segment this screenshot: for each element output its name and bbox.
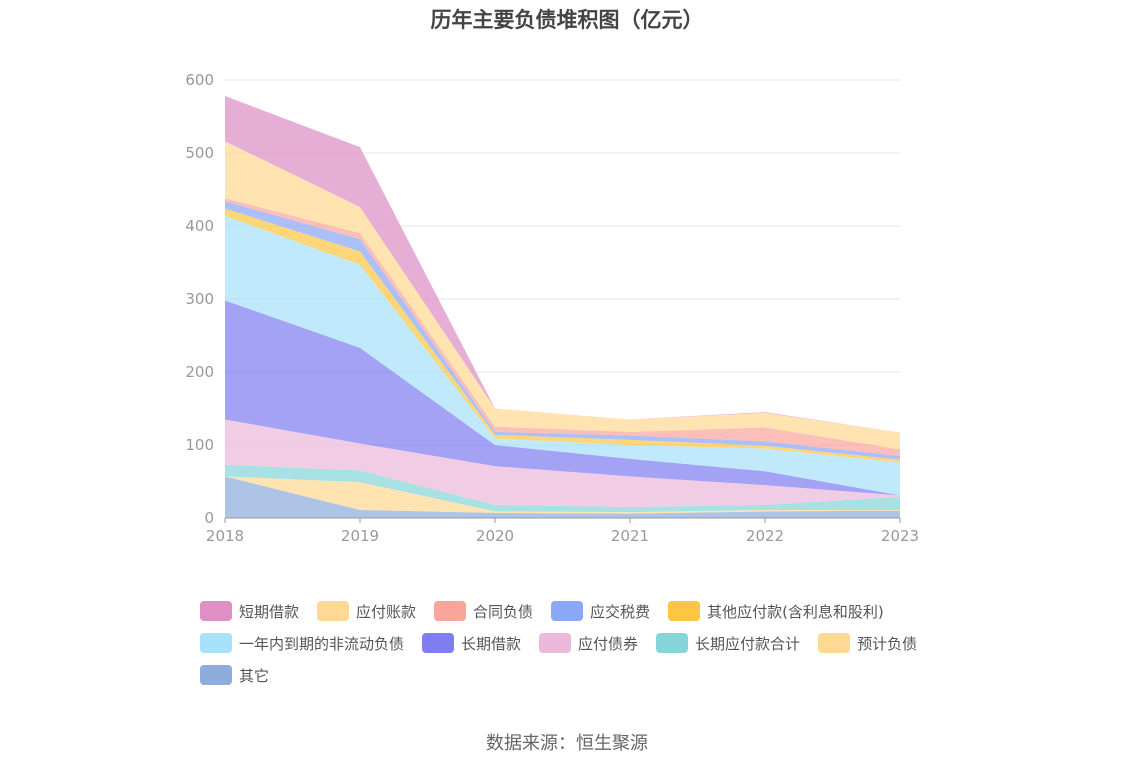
area-series-6 [225, 215, 900, 496]
stacked-area-chart: 0 100 200 300 400 500 600 2018 2019 2020 2021 2022 2… [185, 71, 919, 545]
area-series [225, 96, 900, 518]
chart-legend: 短期借款 应付账款 合同负债 应交税费 其他应付款(含利息和股利) 一年内到期的非流动负债… [200, 600, 960, 686]
legend-label: 其他应付款(含利息和股利) [707, 602, 884, 621]
legend-label: 一年内到期的非流动负债 [239, 634, 405, 653]
x-tick-label: 2019 [341, 527, 379, 545]
legend-item[interactable]: 应交税费 [551, 600, 650, 622]
legend-swatch [656, 633, 689, 653]
legend-swatch [317, 601, 350, 621]
x-tick-label: 2018 [206, 527, 244, 545]
area-series-5 [225, 208, 900, 463]
legend-label: 预计负债 [857, 634, 918, 653]
legend-label: 短期借款 [239, 602, 300, 621]
legend-label: 应交税费 [590, 602, 651, 621]
legend-item[interactable]: 预计负债 [818, 632, 917, 654]
y-tick-label: 0 [204, 509, 214, 527]
legend-item[interactable]: 短期借款 [200, 600, 299, 622]
legend-label: 应付账款 [356, 602, 417, 621]
legend-swatch [200, 665, 232, 685]
area-series-9 [225, 464, 900, 513]
area-series-7 [225, 300, 900, 496]
legend-swatch [200, 601, 232, 621]
legend-label: 应付债券 [578, 634, 639, 653]
legend-swatch [818, 633, 851, 653]
area-series-8 [225, 419, 900, 508]
area-series-11 [225, 476, 900, 518]
axes: 0 100 200 300 400 500 600 2018 2019 2020 2021 2022 2… [185, 71, 919, 545]
legend-item[interactable]: 长期应付款合计 [656, 632, 800, 654]
area-series-4 [225, 201, 900, 460]
legend-item[interactable]: 长期借款 [422, 632, 521, 654]
legend-label: 长期应付款合计 [695, 634, 801, 653]
y-tick-label: 500 [185, 144, 214, 162]
x-tick-label: 2020 [476, 527, 514, 545]
area-series-10 [225, 476, 900, 514]
legend-item[interactable]: 应付账款 [317, 600, 416, 622]
y-tick-label: 400 [185, 217, 214, 235]
y-tick-label: 100 [185, 436, 214, 454]
area-series-1 [225, 96, 900, 433]
legend-item[interactable]: 其他应付款(含利息和股利) [668, 600, 884, 622]
legend-item[interactable]: 应付债券 [539, 632, 638, 654]
legend-label: 长期借款 [461, 634, 522, 653]
legend-swatch [539, 633, 572, 653]
legend-item[interactable]: 合同负债 [434, 600, 533, 622]
y-tick-label: 600 [185, 71, 214, 89]
y-tick-label: 200 [185, 363, 214, 381]
legend-item[interactable]: 其它 [200, 664, 269, 686]
legend-swatch [422, 633, 455, 653]
data-source-note: 数据来源：恒生聚源 [486, 733, 648, 754]
x-tick-label: 2023 [881, 527, 919, 545]
legend-swatch [434, 601, 467, 621]
x-tick-label: 2022 [746, 527, 784, 545]
chart-title: 历年主要负债堆积图（亿元） [430, 8, 704, 32]
legend-label: 其它 [239, 666, 270, 685]
legend-swatch [200, 633, 232, 653]
y-tick-label: 300 [185, 290, 214, 308]
x-tick-label: 2021 [611, 527, 649, 545]
legend-swatch [551, 601, 584, 621]
legend-label: 合同负债 [473, 602, 534, 621]
legend-item[interactable]: 一年内到期的非流动负债 [200, 632, 404, 654]
legend-swatch [668, 601, 701, 621]
